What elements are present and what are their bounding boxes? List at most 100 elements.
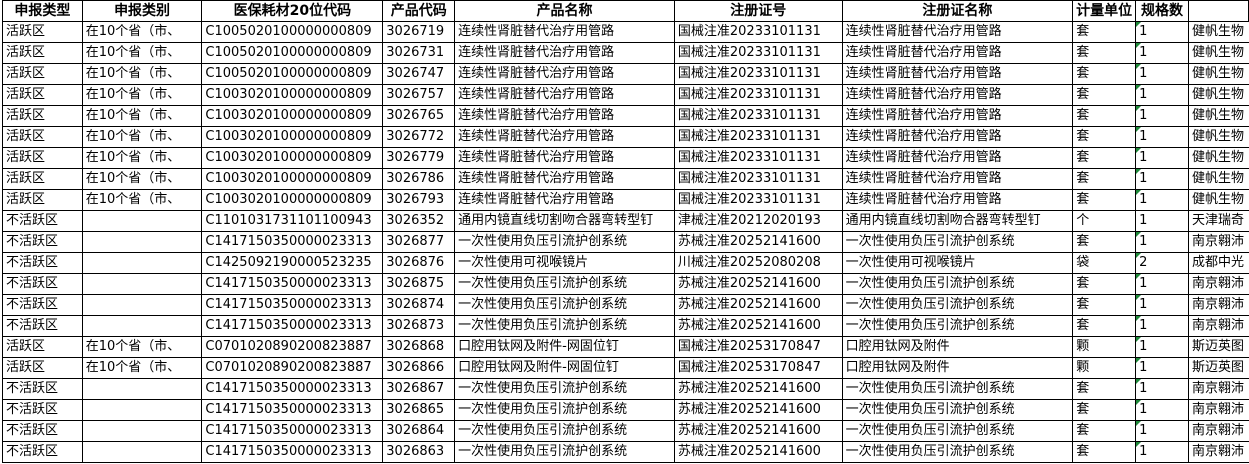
cell-reg-name[interactable]: 一次性使用负压引流护创系统 — [841, 273, 1074, 295]
cell-product-code[interactable]: 3026747 — [382, 63, 456, 85]
cell-product-name[interactable]: 连续性肾脏替代治疗用管路 — [454, 105, 675, 127]
cell-unit[interactable]: 套 — [1072, 21, 1137, 43]
cell-category[interactable]: 在10个省（市、 — [81, 84, 203, 106]
cell-category[interactable]: 在10个省（市、 — [81, 357, 203, 379]
cell-type[interactable]: 不活跃区 — [2, 399, 83, 421]
cell-code20[interactable]: C0701020890200823887 — [201, 357, 384, 379]
cell-company[interactable]: 健帆生物 — [1187, 42, 1249, 64]
cell-code20[interactable]: C1003020100000000809 — [201, 105, 384, 127]
cell-category[interactable] — [81, 273, 203, 295]
cell-code20[interactable]: C1417150350000023313 — [201, 420, 384, 442]
cell-code20[interactable]: C1417150350000023313 — [201, 294, 384, 316]
cell-spec-count[interactable]: 2 — [1135, 252, 1189, 274]
cell-company[interactable]: 健帆生物 — [1187, 189, 1249, 211]
cell-reg-no[interactable]: 苏械注准20252141600 — [673, 315, 843, 337]
cell-unit[interactable]: 颗 — [1072, 357, 1137, 379]
column-header-spec-count[interactable]: 规格数 — [1135, 0, 1189, 22]
cell-product-name[interactable]: 连续性肾脏替代治疗用管路 — [454, 126, 675, 148]
cell-reg-no[interactable]: 国械注准20233101131 — [673, 42, 843, 64]
cell-company[interactable]: 斯迈英图 — [1187, 336, 1249, 358]
cell-product-code[interactable]: 3026786 — [382, 168, 456, 190]
cell-code20[interactable]: C1003020100000000809 — [201, 126, 384, 148]
cell-spec-count[interactable]: 1 — [1135, 231, 1189, 253]
cell-category[interactable] — [81, 378, 203, 400]
cell-product-code[interactable]: 3026877 — [382, 231, 456, 253]
cell-reg-name[interactable]: 连续性肾脏替代治疗用管路 — [841, 21, 1074, 43]
cell-reg-name[interactable]: 连续性肾脏替代治疗用管路 — [841, 42, 1074, 64]
cell-spec-count[interactable]: 1 — [1135, 126, 1189, 148]
cell-code20[interactable]: C1005020100000000809 — [201, 42, 384, 64]
cell-reg-no[interactable]: 津械注准20212020193 — [673, 210, 843, 232]
cell-unit[interactable]: 套 — [1072, 231, 1137, 253]
cell-company[interactable]: 健帆生物 — [1187, 63, 1249, 85]
cell-type[interactable]: 不活跃区 — [2, 231, 83, 253]
cell-category[interactable]: 在10个省（市、 — [81, 336, 203, 358]
column-header-code20[interactable]: 医保耗材20位代码 — [201, 0, 384, 22]
cell-type[interactable]: 不活跃区 — [2, 420, 83, 442]
cell-product-code[interactable]: 3026865 — [382, 399, 456, 421]
cell-product-name[interactable]: 通用内镜直线切割吻合器弯转型钉 — [454, 210, 675, 232]
cell-category[interactable]: 在10个省（市、 — [81, 147, 203, 169]
cell-type[interactable]: 活跃区 — [2, 84, 83, 106]
cell-code20[interactable]: C0701020890200823887 — [201, 336, 384, 358]
cell-type[interactable]: 不活跃区 — [2, 252, 83, 274]
cell-spec-count[interactable]: 1 — [1135, 189, 1189, 211]
cell-category[interactable] — [81, 252, 203, 274]
cell-product-code[interactable]: 3026874 — [382, 294, 456, 316]
cell-spec-count[interactable]: 1 — [1135, 147, 1189, 169]
cell-reg-no[interactable]: 国械注准20233101131 — [673, 21, 843, 43]
cell-company[interactable]: 健帆生物 — [1187, 21, 1249, 43]
cell-code20[interactable]: C1005020100000000809 — [201, 21, 384, 43]
cell-code20[interactable]: C1101031731101100943 — [201, 210, 384, 232]
cell-company[interactable]: 南京翱沛 — [1187, 420, 1249, 442]
cell-category[interactable] — [81, 294, 203, 316]
cell-spec-count[interactable]: 1 — [1135, 378, 1189, 400]
cell-category[interactable]: 在10个省（市、 — [81, 21, 203, 43]
cell-spec-count[interactable]: 1 — [1135, 294, 1189, 316]
cell-code20[interactable]: C1003020100000000809 — [201, 189, 384, 211]
cell-code20[interactable]: C1417150350000023313 — [201, 378, 384, 400]
cell-company[interactable]: 健帆生物 — [1187, 105, 1249, 127]
cell-product-code[interactable]: 3026868 — [382, 336, 456, 358]
cell-product-name[interactable]: 连续性肾脏替代治疗用管路 — [454, 21, 675, 43]
cell-category[interactable]: 在10个省（市、 — [81, 189, 203, 211]
cell-type[interactable]: 不活跃区 — [2, 273, 83, 295]
cell-unit[interactable]: 套 — [1072, 126, 1137, 148]
cell-reg-no[interactable]: 苏械注准20252141600 — [673, 273, 843, 295]
cell-product-code[interactable]: 3026867 — [382, 378, 456, 400]
cell-product-name[interactable]: 一次性使用负压引流护创系统 — [454, 294, 675, 316]
cell-spec-count[interactable]: 1 — [1135, 420, 1189, 442]
cell-reg-name[interactable]: 一次性使用负压引流护创系统 — [841, 378, 1074, 400]
cell-product-name[interactable]: 一次性使用负压引流护创系统 — [454, 315, 675, 337]
cell-reg-no[interactable]: 国械注准20233101131 — [673, 126, 843, 148]
cell-reg-name[interactable]: 通用内镜直线切割吻合器弯转型钉 — [841, 210, 1074, 232]
cell-unit[interactable]: 袋 — [1072, 252, 1137, 274]
cell-spec-count[interactable]: 1 — [1135, 105, 1189, 127]
cell-spec-count[interactable]: 1 — [1135, 273, 1189, 295]
cell-type[interactable]: 活跃区 — [2, 357, 83, 379]
cell-reg-no[interactable]: 国械注准20233101131 — [673, 105, 843, 127]
cell-product-name[interactable]: 连续性肾脏替代治疗用管路 — [454, 168, 675, 190]
cell-product-code[interactable]: 3026757 — [382, 84, 456, 106]
cell-category[interactable] — [81, 210, 203, 232]
cell-type[interactable]: 不活跃区 — [2, 378, 83, 400]
cell-type[interactable]: 不活跃区 — [2, 315, 83, 337]
cell-type[interactable]: 不活跃区 — [2, 294, 83, 316]
cell-product-name[interactable]: 连续性肾脏替代治疗用管路 — [454, 84, 675, 106]
cell-reg-no[interactable]: 苏械注准20252141600 — [673, 441, 843, 463]
cell-spec-count[interactable]: 1 — [1135, 315, 1189, 337]
cell-company[interactable]: 天津瑞奇 — [1187, 210, 1249, 232]
cell-company[interactable]: 健帆生物 — [1187, 168, 1249, 190]
cell-product-code[interactable]: 3026875 — [382, 273, 456, 295]
cell-company[interactable]: 南京翱沛 — [1187, 315, 1249, 337]
cell-code20[interactable]: C1417150350000023313 — [201, 399, 384, 421]
cell-reg-no[interactable]: 苏械注准20252141600 — [673, 294, 843, 316]
cell-category[interactable] — [81, 399, 203, 421]
cell-product-name[interactable]: 连续性肾脏替代治疗用管路 — [454, 63, 675, 85]
cell-category[interactable]: 在10个省（市、 — [81, 105, 203, 127]
cell-product-code[interactable]: 3026352 — [382, 210, 456, 232]
cell-product-name[interactable]: 一次性使用负压引流护创系统 — [454, 441, 675, 463]
cell-company[interactable]: 成都中光 — [1187, 252, 1249, 274]
cell-unit[interactable]: 套 — [1072, 84, 1137, 106]
cell-product-name[interactable]: 一次性使用负压引流护创系统 — [454, 273, 675, 295]
